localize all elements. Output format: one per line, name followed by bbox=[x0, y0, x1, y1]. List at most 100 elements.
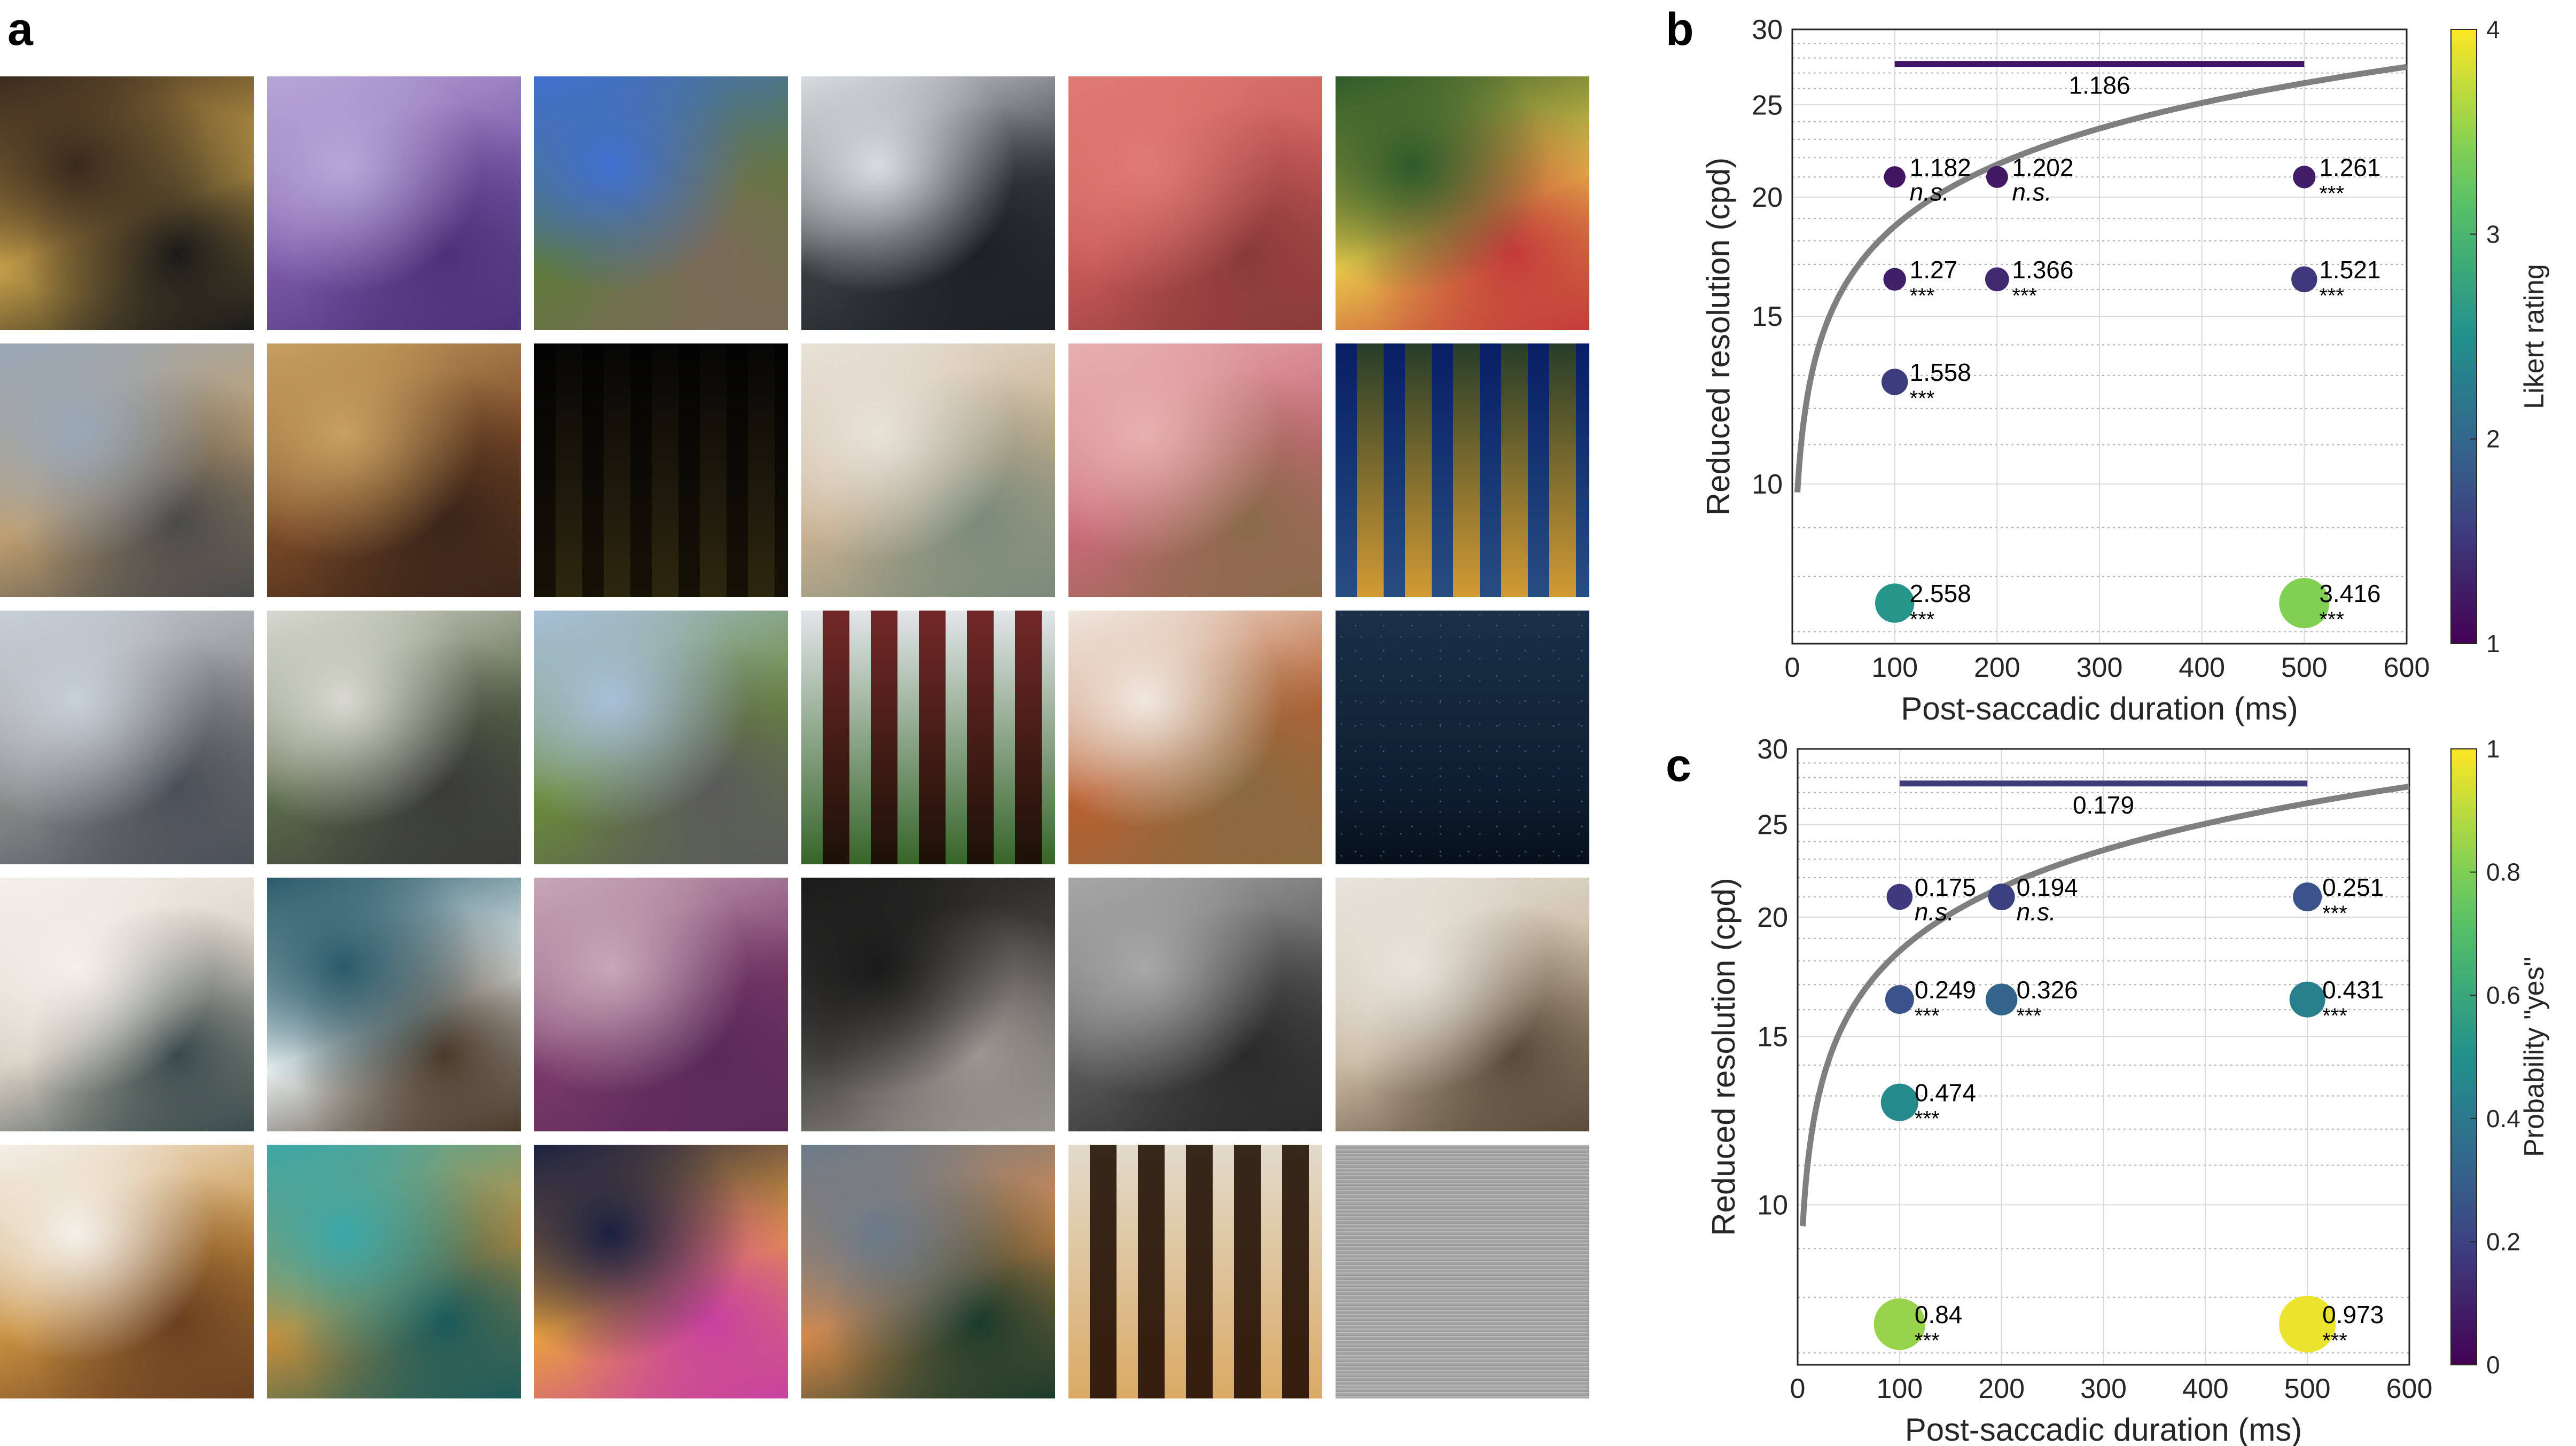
image-thumbnail-mountain-road bbox=[534, 611, 788, 864]
reference-line-label: 1.186 bbox=[2068, 72, 2130, 99]
significance-label: n.s. bbox=[1910, 178, 1949, 206]
colorbar bbox=[2450, 29, 2477, 644]
image-thumbnail-living-room bbox=[801, 343, 1055, 597]
image-thumbnail-city-aerial bbox=[1068, 878, 1322, 1131]
x-tick-label: 100 bbox=[1876, 1373, 1923, 1404]
image-thumbnail-bright-lounge bbox=[0, 878, 254, 1131]
y-tick-label: 20 bbox=[1757, 902, 1788, 933]
significance-label: *** bbox=[2012, 284, 2037, 308]
significance-label: n.s. bbox=[2017, 898, 2056, 926]
colorbar-tick-label: 0.6 bbox=[2486, 981, 2520, 1009]
y-tick-label: 30 bbox=[1752, 14, 1783, 45]
image-thumbnail-cockpit bbox=[801, 76, 1055, 330]
data-point-label: 0.251 bbox=[2322, 873, 2384, 901]
significance-label: *** bbox=[2322, 1004, 2347, 1028]
data-point bbox=[1986, 166, 2008, 188]
significance-label: *** bbox=[1915, 1107, 1940, 1131]
x-tick-label: 600 bbox=[2386, 1373, 2433, 1404]
data-point-label: 0.431 bbox=[2322, 976, 2384, 1004]
image-thumbnail-tiles bbox=[1336, 343, 1589, 597]
data-point bbox=[1885, 985, 1914, 1014]
image-thumbnail-lavender-field bbox=[267, 76, 521, 330]
image-thumbnail-purple-room bbox=[534, 878, 788, 1131]
significance-label: *** bbox=[1915, 1004, 1940, 1028]
fitted-curve bbox=[1800, 783, 2410, 1227]
reference-line-label: 0.179 bbox=[2073, 791, 2134, 819]
data-point bbox=[2293, 166, 2316, 189]
image-thumbnail-dark-room bbox=[801, 878, 1055, 1131]
image-thumbnail-windows bbox=[1068, 1145, 1322, 1398]
data-point-label: 0.973 bbox=[2322, 1301, 2384, 1328]
colorbar-tick-label: 1 bbox=[2486, 735, 2500, 763]
image-thumbnail-kettlebells bbox=[534, 343, 788, 597]
image-thumbnail-mountain-lake bbox=[801, 1145, 1055, 1398]
colorbar-tick-label: 1 bbox=[2486, 630, 2500, 658]
colorbar-tick-label: 4 bbox=[2486, 15, 2500, 43]
data-point-label: 1.521 bbox=[2319, 256, 2380, 284]
image-thumbnail-building-facade bbox=[1336, 878, 1589, 1131]
data-point-label: 2.558 bbox=[1910, 580, 1971, 607]
y-tick-label: 10 bbox=[1757, 1190, 1788, 1221]
panel-label-a: a bbox=[7, 4, 33, 55]
data-point-label: 0.194 bbox=[2017, 873, 2078, 901]
data-point bbox=[1985, 267, 2009, 292]
x-tick-label: 400 bbox=[2179, 652, 2225, 683]
data-point bbox=[1886, 884, 1913, 910]
image-thumbnail-ocean-waves bbox=[267, 878, 521, 1131]
image-thumbnail-roses bbox=[1068, 343, 1322, 597]
significance-label: *** bbox=[2322, 1329, 2347, 1353]
significance-label: *** bbox=[2319, 182, 2344, 205]
significance-label: *** bbox=[2322, 902, 2347, 925]
data-point-label: 0.175 bbox=[1915, 873, 1976, 901]
data-point bbox=[1884, 166, 1906, 188]
image-thumbnail-city-night bbox=[534, 1145, 788, 1398]
data-point bbox=[1881, 369, 1908, 395]
fitted-curve bbox=[1794, 64, 2407, 493]
image-thumbnail-apartment-tower bbox=[801, 611, 1055, 864]
y-tick-label: 30 bbox=[1757, 734, 1788, 765]
data-point-label: 1.366 bbox=[2012, 256, 2073, 284]
x-tick-label: 300 bbox=[2080, 1373, 2127, 1404]
data-point bbox=[2279, 578, 2330, 629]
image-grid bbox=[0, 76, 1592, 1404]
significance-label: *** bbox=[1910, 284, 1935, 308]
colorbar-label: Probability "yes" bbox=[2519, 957, 2550, 1157]
colorbar-tick-label: 0.8 bbox=[2486, 858, 2520, 886]
significance-label: *** bbox=[2319, 608, 2344, 631]
significance-label: n.s. bbox=[1915, 898, 1954, 926]
image-thumbnail-mountain-ruins bbox=[534, 76, 788, 330]
colorbar-tick-label: 0.2 bbox=[2486, 1228, 2520, 1255]
panel-label-b: b bbox=[1666, 4, 1694, 55]
y-tick-label: 25 bbox=[1752, 90, 1783, 121]
x-tick-label: 0 bbox=[1790, 1373, 1806, 1404]
data-point bbox=[1874, 1298, 1926, 1350]
data-point-label: 1.202 bbox=[2012, 153, 2073, 181]
data-point-label: 1.27 bbox=[1910, 256, 1958, 284]
x-tick-label: 100 bbox=[1871, 652, 1918, 683]
y-axis-label: Reduced resolution (cpd) bbox=[1706, 878, 1742, 1236]
x-tick-label: 500 bbox=[2284, 1373, 2331, 1404]
data-point-label: 0.474 bbox=[1915, 1079, 1976, 1107]
significance-label: *** bbox=[1915, 1329, 1940, 1353]
colorbar-tick-label: 2 bbox=[2486, 425, 2500, 453]
data-point bbox=[2279, 1295, 2336, 1353]
image-thumbnail-night-sky bbox=[1336, 611, 1589, 864]
data-point bbox=[1985, 983, 2018, 1015]
y-tick-label: 15 bbox=[1757, 1021, 1788, 1052]
colorbar bbox=[2450, 748, 2477, 1365]
panel-label-c: c bbox=[1666, 740, 1691, 791]
image-thumbnail-cable-car-street bbox=[0, 611, 254, 864]
chart-panel-c: 0 100 200 300 400 500 6001015202530Post-saccad… bbox=[1706, 734, 2550, 1446]
x-tick-label: 200 bbox=[1974, 652, 2020, 683]
data-point-label: 0.84 bbox=[1915, 1301, 1963, 1328]
data-point-label: 1.558 bbox=[1910, 358, 1971, 386]
colorbar-tick-label: 3 bbox=[2486, 220, 2500, 248]
x-tick-label: 300 bbox=[2077, 652, 2123, 683]
data-point bbox=[1880, 1083, 1918, 1121]
image-thumbnail-street bbox=[0, 343, 254, 597]
image-thumbnail-cookies bbox=[0, 1145, 254, 1398]
x-axis-label: Post-saccadic duration (ms) bbox=[1905, 1412, 2302, 1446]
axes-frame bbox=[1791, 28, 2408, 645]
significance-label: *** bbox=[2017, 1004, 2042, 1028]
data-point bbox=[2293, 882, 2322, 912]
